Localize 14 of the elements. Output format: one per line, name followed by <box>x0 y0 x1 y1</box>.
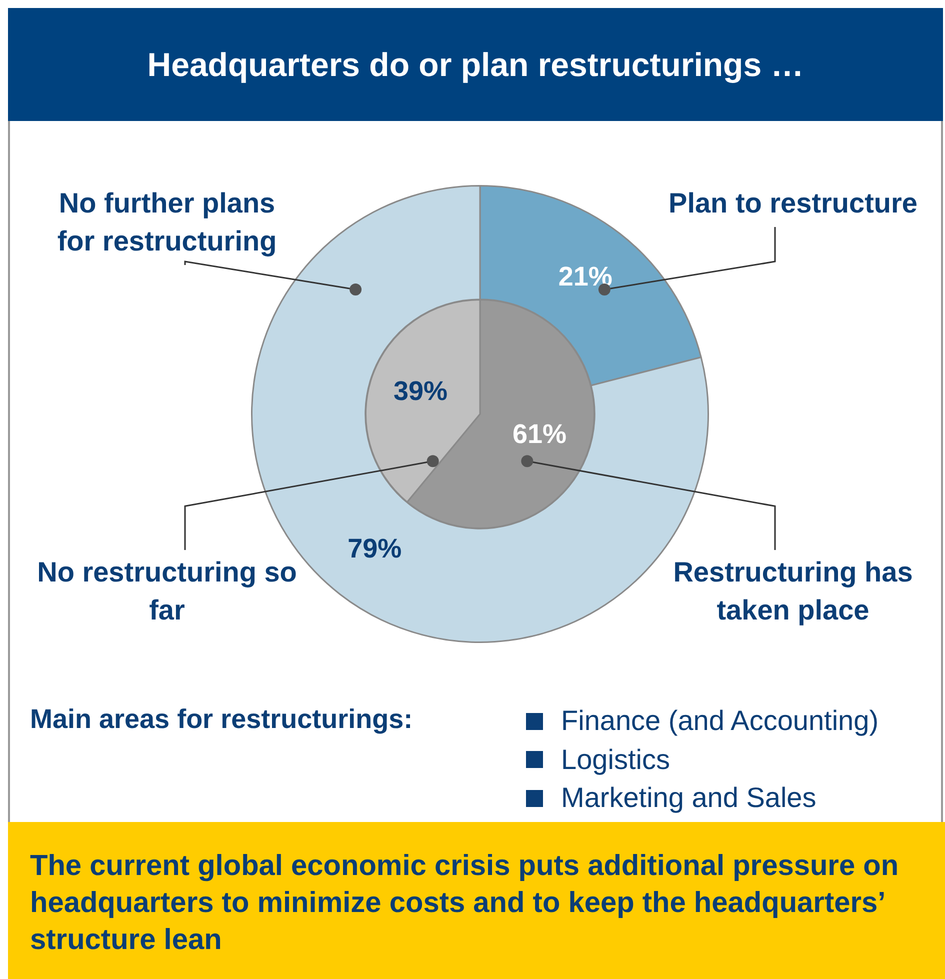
chart-title: Headquarters do or plan restructurings … <box>8 8 943 121</box>
text: Finance (and Accounting) <box>560 704 879 738</box>
slice-label: Plan to restructure <box>668 188 918 219</box>
slice-label: Restructuring has taken place <box>673 556 913 626</box>
text: Logistics <box>560 742 671 777</box>
data-label: 21% <box>558 262 612 292</box>
text: Main areas for restructurings: <box>30 704 413 735</box>
slice-label: No further plans for restructuring <box>57 188 277 257</box>
text: Marketing and Sales <box>560 781 818 815</box>
data-label: 79% <box>348 533 402 564</box>
data-label: 39% <box>393 376 448 406</box>
text: The current global economic crisis puts additional pressure on headquarters to minimize costs and to keep the headquarters’ structure lean <box>8 822 945 979</box>
slice-label: No restructuring so far <box>37 556 297 626</box>
data-label: 61% <box>512 418 567 449</box>
